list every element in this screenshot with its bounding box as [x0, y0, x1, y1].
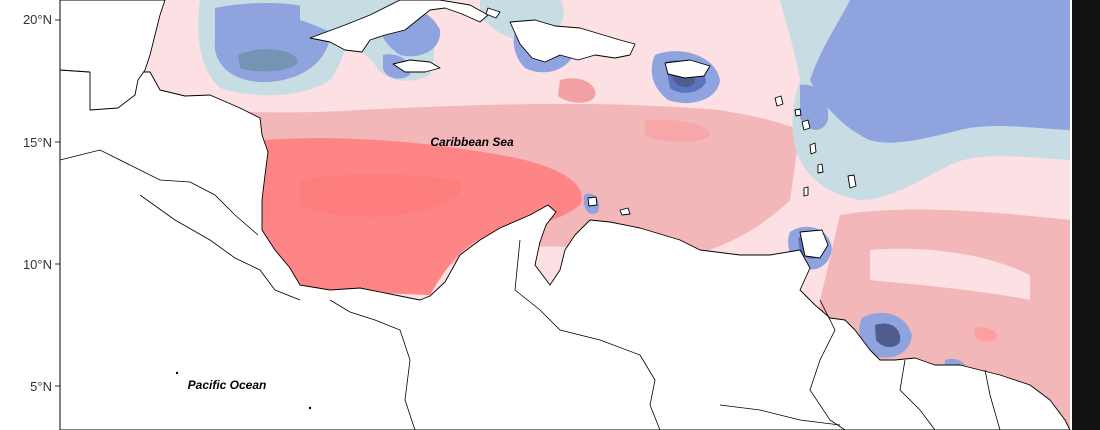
anomaly-pos-spot-2	[645, 119, 711, 142]
anomaly-neg-core-guyana	[875, 323, 901, 348]
island-curacao	[587, 196, 598, 207]
border-suriname-guiana	[984, 369, 1001, 430]
lat-label-20n: 20°N	[23, 12, 52, 27]
lat-label-10n: 10°N	[23, 257, 52, 272]
anomaly-pos-spot-1	[558, 78, 596, 103]
land-yucatan	[59, 0, 166, 111]
anomaly-neg-medium-east	[810, 0, 1070, 143]
border-guyana-suriname	[899, 359, 936, 430]
anomaly-neg-core-west	[238, 49, 298, 72]
lat-label-5n: 5°N	[30, 379, 52, 394]
island-puerto-rico	[664, 59, 711, 79]
island-pacific-dot	[175, 371, 179, 375]
anomaly-neg-medium-leeward	[800, 84, 829, 130]
island-jamaica	[392, 59, 441, 73]
island-pacific-dot-2	[308, 406, 312, 410]
island-windward-1	[809, 142, 817, 155]
island-leeward-1	[774, 95, 784, 107]
lat-label-15n: 15°N	[23, 135, 52, 150]
island-barbados	[847, 174, 857, 189]
border-central-america-1	[59, 149, 259, 236]
island-cuba	[309, 0, 489, 53]
anomaly-pos-spot-3	[974, 327, 997, 342]
label-caribbean-sea: Caribbean Sea	[430, 135, 514, 149]
border-panama-colombia	[329, 299, 416, 430]
left-margin	[0, 0, 60, 430]
island-hispaniola	[509, 19, 636, 63]
anomaly-pos-strongest	[300, 174, 462, 217]
anomaly-pos-southeast-light	[870, 248, 1030, 300]
island-windward-2	[817, 163, 824, 174]
border-colombia-venezuela	[514, 239, 661, 430]
island-trinidad	[799, 229, 829, 259]
label-pacific-ocean: Pacific Ocean	[188, 378, 267, 392]
island-bonaire	[619, 207, 631, 216]
land-mass	[59, 69, 1071, 430]
island-bahamas	[485, 7, 501, 19]
island-grenadines	[803, 186, 809, 197]
border-central-america-2	[139, 194, 301, 301]
island-leeward-3	[801, 119, 811, 131]
border-venezuela-brazil	[719, 404, 841, 426]
right-frame-strip	[1072, 0, 1100, 430]
border-venezuela-guyana	[809, 299, 846, 430]
island-leeward-2	[794, 108, 802, 117]
